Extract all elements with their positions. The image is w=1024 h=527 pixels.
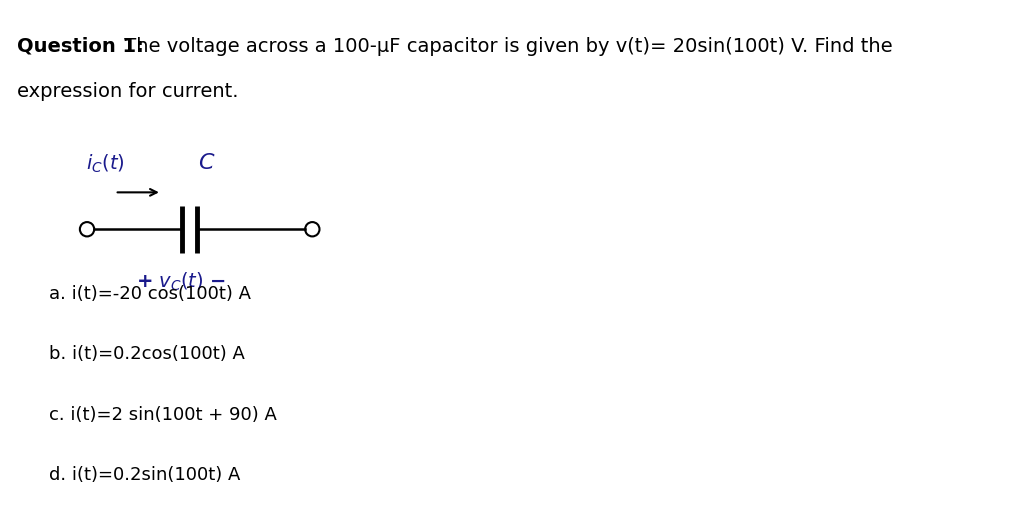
Text: $\mathbf{+}\ \mathit{v}_C\mathit{(t)}\ \mathbf{-}$: $\mathbf{+}\ \mathit{v}_C\mathit{(t)}\ \… bbox=[136, 271, 226, 293]
Text: b. i(t)=0.2cos(100t) A: b. i(t)=0.2cos(100t) A bbox=[49, 345, 245, 363]
Text: a. i(t)=-20 cos(100t) A: a. i(t)=-20 cos(100t) A bbox=[49, 285, 251, 302]
Text: expression for current.: expression for current. bbox=[17, 82, 239, 101]
Text: c. i(t)=2 sin(100t + 90) A: c. i(t)=2 sin(100t + 90) A bbox=[49, 406, 278, 424]
Text: Question 1:: Question 1: bbox=[17, 37, 144, 56]
Text: $i_C(t)$: $i_C(t)$ bbox=[86, 152, 125, 174]
Text: The voltage across a 100-μF capacitor is given by v(t)= 20sin(100t) V. Find the: The voltage across a 100-μF capacitor is… bbox=[118, 37, 892, 56]
Text: $C$: $C$ bbox=[198, 153, 215, 173]
Text: d. i(t)=0.2sin(100t) A: d. i(t)=0.2sin(100t) A bbox=[49, 466, 241, 484]
